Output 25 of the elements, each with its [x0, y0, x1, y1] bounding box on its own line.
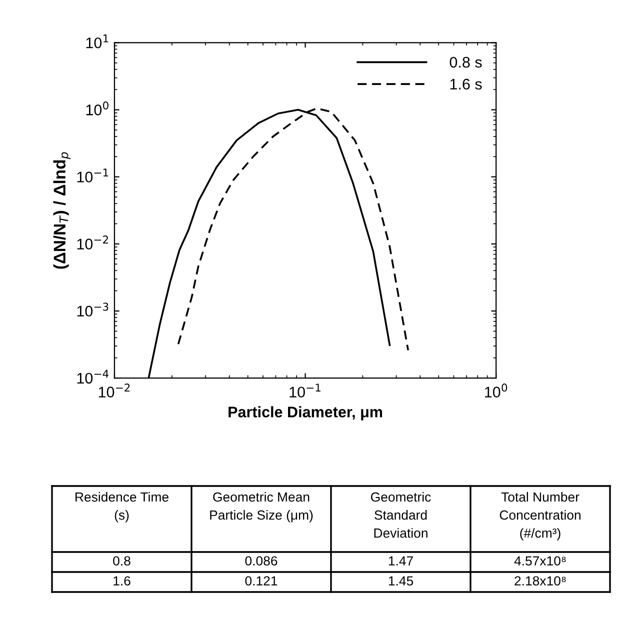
text: Geometric Mean Particle Size (μm) — [210, 492, 313, 522]
x-tick-label: 10$^{−2}$ — [98, 384, 130, 398]
text: 0.086 — [245, 556, 278, 566]
legend-label: 0.8 s — [450, 56, 482, 68]
text: 1.47 — [388, 556, 413, 566]
y-tick-label: 10$^{−2}$ — [77, 236, 108, 250]
x-axis-title: Particle Diameter, μm — [228, 406, 382, 420]
text: Residence Time (s) — [76, 492, 168, 522]
y-tick-label: 10$^{0}$ — [86, 101, 108, 116]
x-tick-label: 10$^{0}$ — [485, 384, 508, 398]
text: 0.121 — [245, 576, 278, 586]
y-tick-label: 10$^{−4}$ — [77, 370, 108, 384]
y-tick-label: 10$^{−1}$ — [77, 168, 108, 182]
x-tick-label: 10$^{−1}$ — [290, 384, 320, 398]
text: 1.45 — [388, 576, 414, 586]
text: Geometric Standard Deviation — [370, 492, 431, 538]
text: Total Number Concentration (#/cm³) — [500, 492, 580, 540]
y-tick-label: 10$^{1}$ — [86, 34, 108, 48]
legend-label: 1.6 s — [450, 78, 482, 90]
text: 1.6 — [114, 576, 130, 586]
y-tick-label: 10$^{−3}$ — [77, 302, 108, 317]
text: 4.57x10⁸ — [514, 556, 566, 566]
y-axis-title: (ΔN/N$_{T}$) / Δlnd$_{p}$ — [53, 152, 71, 269]
text: 2.18x10⁸ — [514, 576, 566, 586]
text: 0.8 — [113, 556, 130, 566]
